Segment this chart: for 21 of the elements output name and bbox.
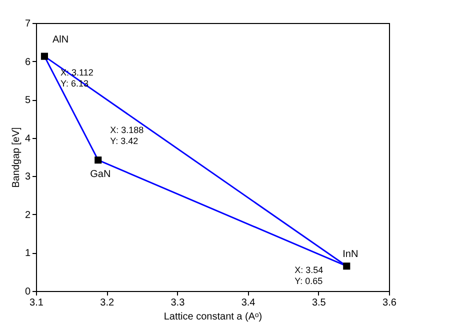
annotation: InN	[342, 249, 358, 260]
annotation: X: 3.188 Y: 3.42	[110, 125, 144, 146]
y-tick-label: 2	[24, 210, 31, 221]
x-tick-label: 3.1	[30, 298, 44, 308]
x-tick-label: 3.6	[382, 298, 397, 308]
annotation: X: 3.54 Y: 0.65	[294, 265, 324, 286]
annotation: GaN	[90, 169, 111, 180]
y-tick-label: 7	[24, 18, 31, 30]
x-tick-label: 3.2	[100, 298, 114, 308]
y-tick-label: 3	[24, 172, 31, 183]
y-tick-label: 4	[24, 133, 31, 144]
annotation: AlN	[52, 34, 69, 46]
x-tick-label: 3.5	[312, 298, 326, 308]
y-axis-title: Bandgap [eV]	[10, 126, 22, 188]
y-tick-label: 5	[24, 95, 31, 106]
y-tick-label: 1	[24, 248, 31, 260]
x-tick-label: 3.4	[241, 298, 256, 308]
y-tick-label: 0	[24, 286, 31, 298]
x-axis-title: Lattice constant a (Aᵒ)	[164, 312, 262, 322]
y-tick-label: 6	[24, 56, 31, 68]
x-tick-label: 3.3	[170, 298, 186, 308]
